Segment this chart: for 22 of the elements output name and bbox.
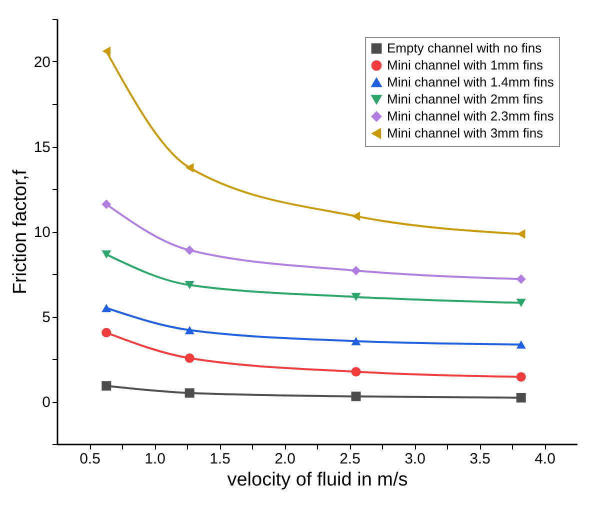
legend-label: Mini channel with 2mm fins — [387, 92, 544, 106]
x-tick-label: 2.5 — [340, 450, 360, 468]
y-axis-title: Friction factor,f — [10, 168, 31, 294]
y-tick-label: 15 — [34, 139, 50, 156]
x-tick-label: 1.5 — [210, 450, 230, 468]
legend-label: Mini channel with 2.3mm fins — [387, 108, 554, 124]
y-tick-label: 0 — [42, 394, 50, 411]
x-tick-label: 2.0 — [274, 450, 296, 468]
point — [516, 393, 526, 403]
x-tick-label: 1.0 — [144, 450, 166, 468]
legend-label: Mini channel with 1.4mm fins — [387, 74, 554, 90]
legend-label: Mini channel with 1mm fins — [387, 58, 544, 72]
y-tick-label: 20 — [34, 54, 50, 71]
x-axis-title: velocity of fluid in m/s — [227, 470, 408, 490]
y-tick-label: 5 — [42, 309, 50, 326]
y-tick-label: 10 — [34, 224, 50, 241]
x-tick-label: 3.5 — [470, 450, 490, 468]
x-tick-label: 0.5 — [80, 450, 100, 468]
x-tick-label: 3.0 — [404, 450, 426, 468]
legend-label: Mini channel with 3mm fins — [387, 126, 544, 140]
legend-label: Empty channel with no fins — [387, 40, 542, 56]
x-tick-label: 4.0 — [534, 450, 556, 468]
